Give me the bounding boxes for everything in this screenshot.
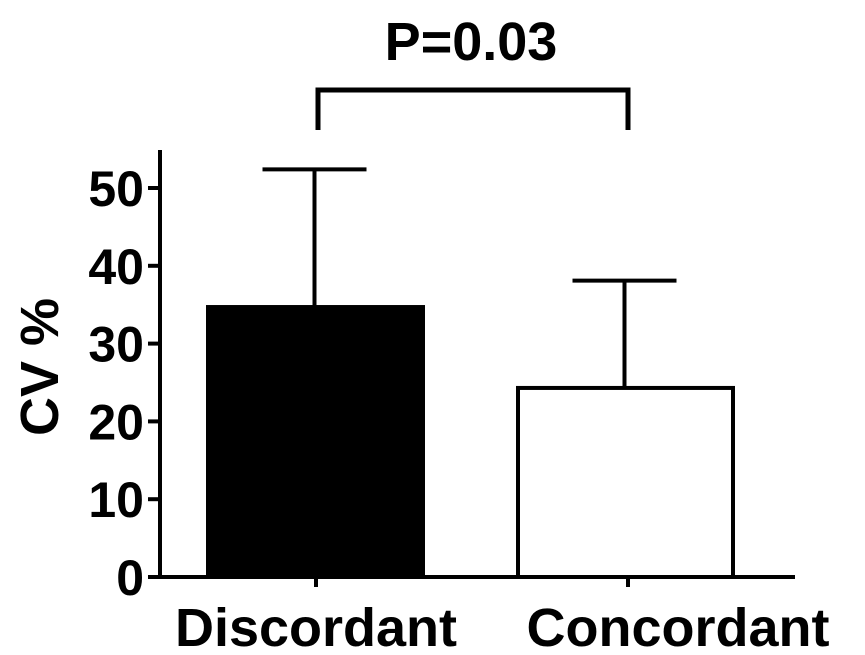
x-category-label: Discordant (175, 598, 457, 655)
y-axis-title: CV % (10, 298, 70, 436)
y-tick-label: 0 (116, 550, 144, 606)
bar-discordant (208, 307, 423, 577)
y-tick-label: 30 (88, 317, 144, 373)
bar-concordant (518, 388, 733, 577)
y-tick-label: 20 (88, 394, 144, 450)
x-category-label: Concordant (527, 598, 830, 655)
y-tick-label: 10 (88, 472, 144, 528)
plot-area: 0 10 20 30 40 50 Discordant Concordant (88, 90, 829, 655)
significance-bracket (318, 90, 628, 130)
y-tick-label: 40 (88, 239, 144, 295)
y-tick-label: 50 (88, 161, 144, 217)
significance-label: P=0.03 (385, 12, 558, 72)
